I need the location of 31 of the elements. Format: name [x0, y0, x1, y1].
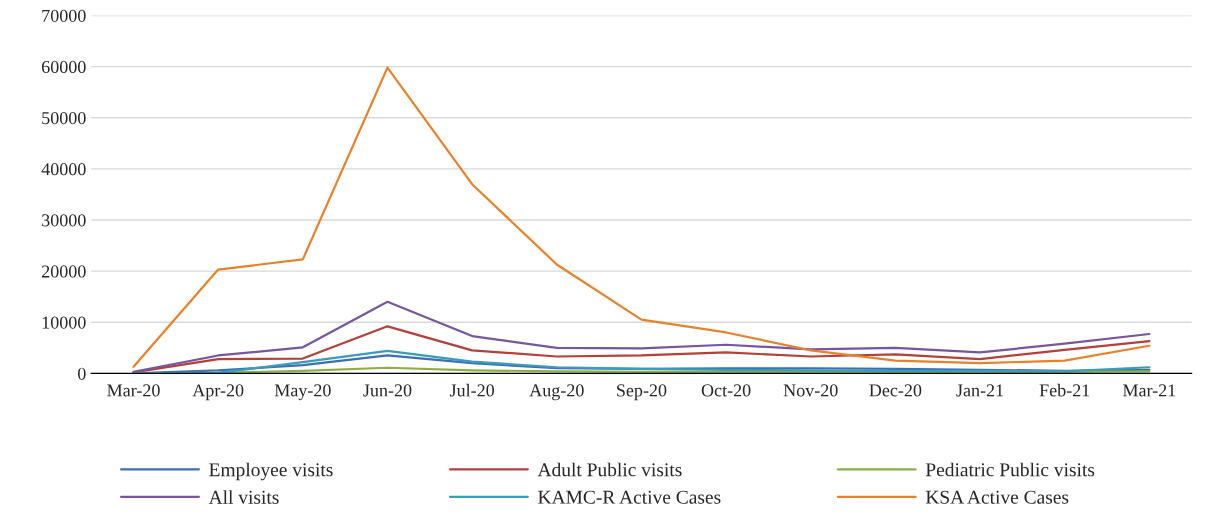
x-tick-label: Jul-20: [449, 383, 495, 397]
y-tick-label: 40000: [41, 163, 86, 176]
y-tick-label: 50000: [42, 111, 86, 125]
legend-label: Adult Public visits: [537, 462, 682, 477]
x-tick-label: Mar-21: [1122, 384, 1176, 397]
x-tick-label: May-20: [274, 384, 331, 401]
line-series: [132, 349, 1151, 374]
legend-label: Pediatric Public visits: [925, 462, 1095, 477]
x-tick-label: Oct-20: [701, 384, 751, 397]
line-series: [132, 66, 1151, 368]
x-tick-label: Jan-21: [956, 384, 1004, 397]
y-tick-label: 70000: [42, 9, 86, 22]
x-tick-label: Sep-20: [617, 384, 667, 401]
x-tick-label: Jun-20: [363, 384, 412, 397]
y-tick-label: 10000: [42, 316, 86, 329]
legend-label: All visits: [208, 490, 279, 504]
y-tick-label: 20000: [41, 265, 86, 278]
x-tick-label: Dec-20: [869, 384, 922, 397]
x-tick-label: Nov-20: [783, 384, 838, 397]
y-tick-label: 60000: [41, 60, 86, 74]
y-tick-label: 30000: [42, 214, 86, 227]
legend-label: KAMC-R Active Cases: [538, 490, 721, 504]
x-tick-label: Mar-20: [107, 384, 160, 397]
x-tick-label: Aug-20: [529, 384, 584, 401]
line-series: [132, 300, 1151, 373]
x-tick-label: Apr-20: [192, 384, 244, 401]
line-series: [132, 325, 1151, 374]
y-tick-label: 0: [78, 367, 86, 380]
x-tick-label: Feb-21: [1039, 383, 1090, 397]
legend-label: KSA Active Cases: [925, 490, 1069, 504]
legend-label: Employee visits: [209, 462, 333, 481]
